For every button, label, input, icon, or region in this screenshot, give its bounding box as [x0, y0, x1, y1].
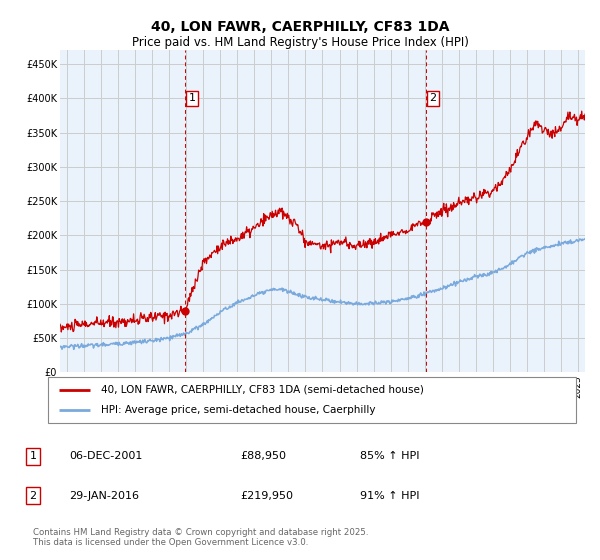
Text: HPI: Average price, semi-detached house, Caerphilly: HPI: Average price, semi-detached house,…	[101, 405, 376, 415]
Text: 40, LON FAWR, CAERPHILLY, CF83 1DA: 40, LON FAWR, CAERPHILLY, CF83 1DA	[151, 20, 449, 34]
Text: £219,950: £219,950	[240, 491, 293, 501]
Text: 40, LON FAWR, CAERPHILLY, CF83 1DA (semi-detached house): 40, LON FAWR, CAERPHILLY, CF83 1DA (semi…	[101, 385, 424, 395]
Text: £88,950: £88,950	[240, 451, 286, 461]
Text: 29-JAN-2016: 29-JAN-2016	[69, 491, 139, 501]
Text: 06-DEC-2001: 06-DEC-2001	[69, 451, 142, 461]
Text: 2: 2	[430, 94, 437, 104]
Text: 1: 1	[29, 451, 37, 461]
Text: 2: 2	[29, 491, 37, 501]
Text: Price paid vs. HM Land Registry's House Price Index (HPI): Price paid vs. HM Land Registry's House …	[131, 36, 469, 49]
Text: 85% ↑ HPI: 85% ↑ HPI	[360, 451, 419, 461]
Text: 1: 1	[188, 94, 196, 104]
Text: Contains HM Land Registry data © Crown copyright and database right 2025.
This d: Contains HM Land Registry data © Crown c…	[33, 528, 368, 547]
FancyBboxPatch shape	[48, 377, 576, 423]
Text: 91% ↑ HPI: 91% ↑ HPI	[360, 491, 419, 501]
